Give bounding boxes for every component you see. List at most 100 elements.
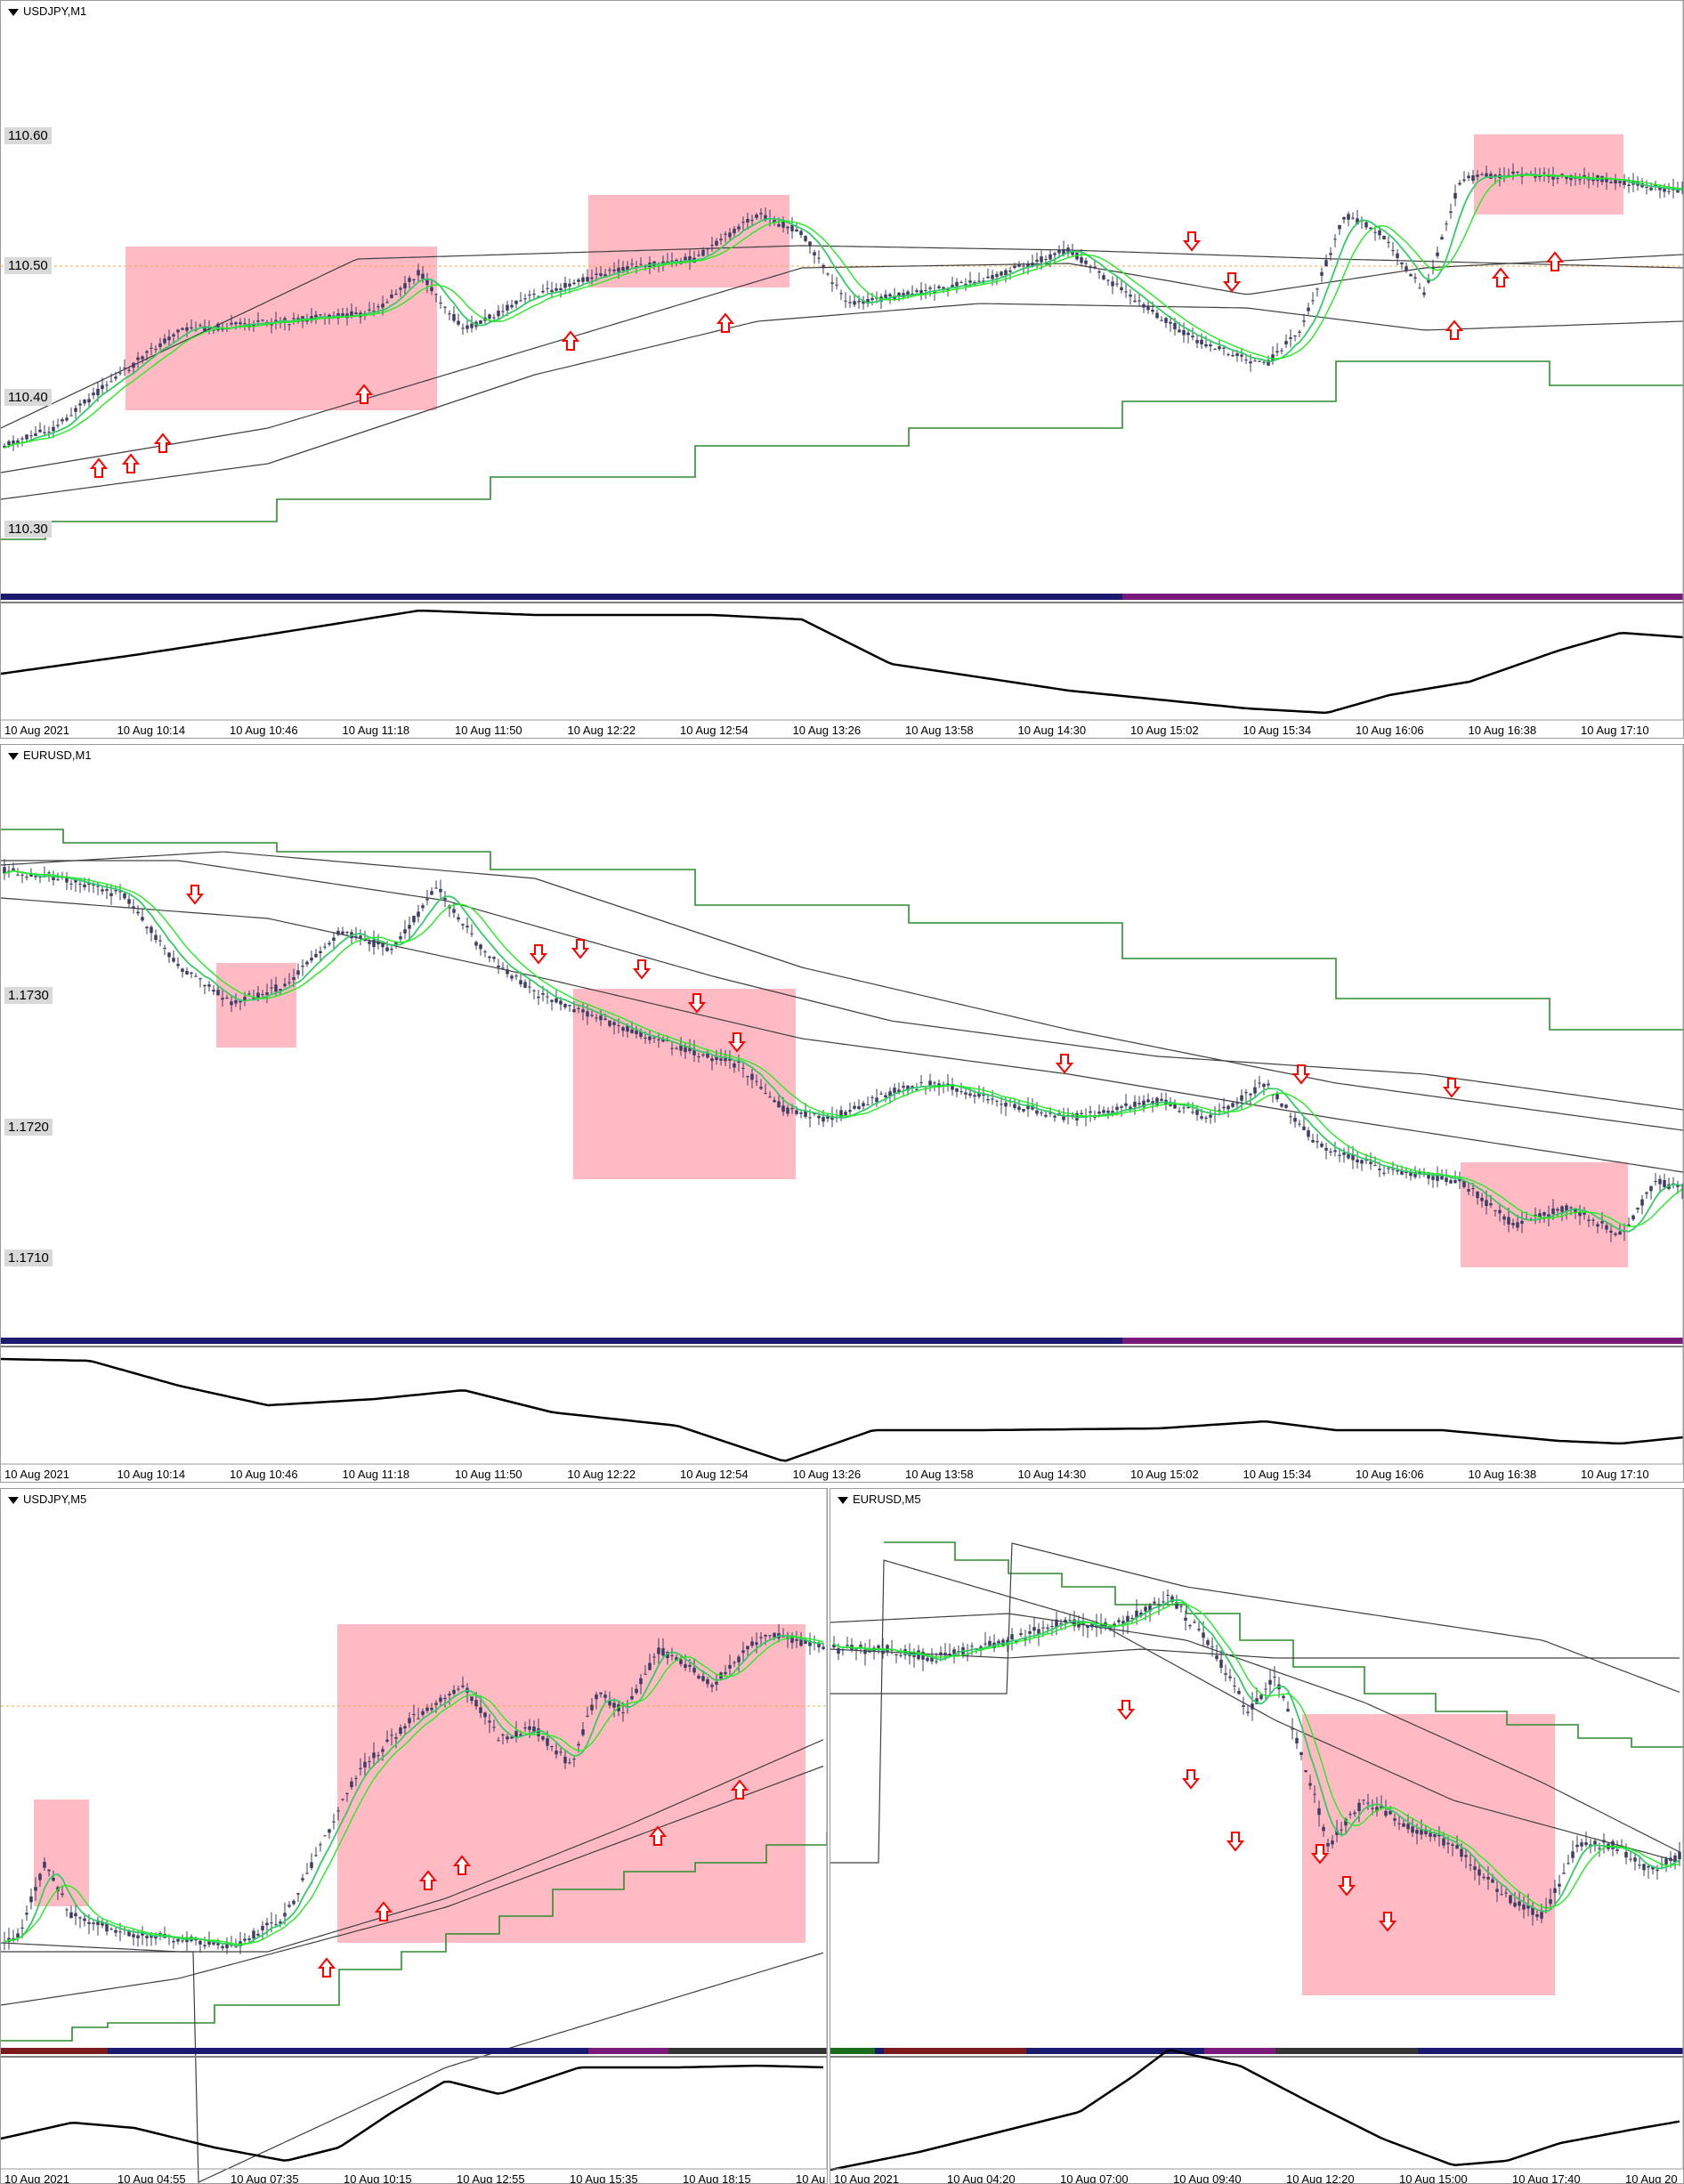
candle-body bbox=[136, 357, 140, 360]
candle-body bbox=[345, 932, 349, 934]
candle-body bbox=[265, 992, 269, 995]
candle-body bbox=[968, 1093, 972, 1096]
price-plot[interactable] bbox=[830, 1489, 1683, 2183]
candle-body bbox=[1440, 1176, 1444, 1180]
candle-body bbox=[1001, 1639, 1005, 1646]
chart-usdjpy-m1[interactable]: USDJPY,M1 110.60 110.50 110.40 110.30 10 Aug… bbox=[0, 0, 1684, 739]
candle-body bbox=[1111, 281, 1114, 287]
candle-body bbox=[461, 924, 465, 926]
candle-body bbox=[328, 1829, 331, 1833]
candle-body bbox=[1040, 1112, 1043, 1114]
candle-body bbox=[1440, 237, 1444, 240]
candle-body bbox=[514, 975, 518, 977]
candle-body bbox=[118, 891, 122, 893]
candle-body bbox=[670, 1048, 674, 1049]
candle-body bbox=[1249, 1093, 1252, 1096]
candle-body bbox=[875, 297, 878, 299]
candle-body bbox=[16, 1933, 20, 1938]
candle-body bbox=[514, 1731, 518, 1737]
candle-body bbox=[952, 1649, 956, 1654]
candle-body bbox=[644, 1037, 647, 1039]
chart-menu-icon[interactable] bbox=[8, 8, 19, 16]
candle-body bbox=[599, 1015, 603, 1021]
candle-body bbox=[755, 214, 758, 218]
candle-body bbox=[1458, 1178, 1461, 1182]
candle-body bbox=[1673, 1855, 1677, 1863]
price-axis-label: 110.40 bbox=[4, 389, 52, 406]
candle-body bbox=[1498, 1209, 1502, 1214]
candle-body bbox=[1547, 1214, 1550, 1218]
candle-body bbox=[661, 1039, 665, 1042]
candle-body bbox=[848, 302, 852, 303]
candle-body bbox=[666, 1652, 669, 1659]
candle-body bbox=[136, 911, 140, 914]
candle-body bbox=[537, 295, 540, 297]
candle-body bbox=[1583, 174, 1586, 177]
candle-body bbox=[1436, 252, 1439, 256]
candle-body bbox=[870, 1096, 874, 1098]
candle-body bbox=[612, 269, 616, 271]
candle-body bbox=[1093, 1116, 1097, 1118]
candle-body bbox=[1351, 217, 1355, 219]
candle-body bbox=[83, 884, 86, 887]
price-plot[interactable] bbox=[1, 745, 1683, 1482]
candle-body bbox=[488, 1720, 491, 1723]
candle-body bbox=[884, 294, 887, 298]
signal-zone bbox=[573, 989, 796, 1179]
candle-body bbox=[1591, 1219, 1595, 1221]
candle-body bbox=[1237, 1690, 1241, 1695]
candle-body bbox=[773, 220, 776, 223]
candle-body bbox=[408, 1718, 411, 1724]
candle-body bbox=[207, 984, 211, 987]
chart-eurusd-m5[interactable]: EURUSD,M5 10 Aug 2021 10 Aug 04:20 10 Aug … bbox=[830, 1488, 1684, 2184]
candle-body bbox=[879, 1093, 883, 1095]
candle-body bbox=[737, 1656, 741, 1662]
time-axis-label: 10 Aug 15:02 bbox=[1130, 1468, 1199, 1481]
candle-body bbox=[1271, 354, 1275, 361]
candle-body bbox=[328, 942, 331, 945]
candle-body bbox=[1413, 1171, 1417, 1177]
candle-body bbox=[1331, 1840, 1334, 1845]
candle-body bbox=[1324, 260, 1328, 267]
arrow-down-icon bbox=[1222, 272, 1242, 293]
candle-body bbox=[1418, 287, 1421, 289]
candle-body bbox=[443, 306, 447, 308]
moving-average-line bbox=[830, 1613, 1680, 1853]
ema-fast-line bbox=[4, 1634, 824, 1947]
price-plot[interactable] bbox=[1, 1, 1683, 738]
candle-body bbox=[1329, 253, 1332, 255]
candle-body bbox=[25, 434, 28, 440]
chart-menu-icon[interactable] bbox=[838, 1496, 848, 1504]
candle-body bbox=[385, 947, 389, 951]
candle-body bbox=[479, 944, 482, 950]
candle-body bbox=[577, 1007, 580, 1009]
candle-body bbox=[899, 1654, 903, 1656]
chart-eurusd-m1[interactable]: EURUSD,M1 1.1730 1.1720 1.1710 10 Aug 2021 1… bbox=[0, 744, 1684, 1483]
candle-body bbox=[78, 403, 82, 406]
candle-body bbox=[666, 261, 669, 263]
candle-body bbox=[1106, 279, 1110, 281]
candle-body bbox=[795, 1638, 798, 1641]
step-level-line bbox=[1, 1832, 827, 2042]
price-axis-label: 110.30 bbox=[4, 521, 52, 538]
candle-body bbox=[657, 1647, 660, 1654]
candle-body bbox=[621, 1027, 625, 1031]
candle-body bbox=[955, 1088, 959, 1092]
candle-body bbox=[221, 1945, 224, 1949]
candle-body bbox=[1676, 188, 1680, 193]
chart-menu-icon[interactable] bbox=[8, 1496, 19, 1504]
chart-menu-icon[interactable] bbox=[8, 752, 19, 760]
candle-body bbox=[132, 906, 135, 909]
price-plot[interactable] bbox=[1, 1489, 827, 2183]
session-bar bbox=[1, 1338, 1683, 1344]
candle-body bbox=[617, 267, 620, 272]
chart-usdjpy-m5[interactable]: USDJPY,M5 10 Aug 2021 10 Aug 04:55 10 Aug … bbox=[0, 1488, 828, 2184]
candle-body bbox=[532, 1727, 536, 1732]
candle-body bbox=[568, 283, 571, 287]
candle-body bbox=[692, 1668, 696, 1673]
candle-body bbox=[862, 1103, 865, 1106]
candle-body bbox=[1146, 1099, 1150, 1103]
candle-body bbox=[323, 1835, 327, 1837]
candle-body bbox=[1258, 1082, 1261, 1084]
candle-body bbox=[1268, 1679, 1272, 1685]
